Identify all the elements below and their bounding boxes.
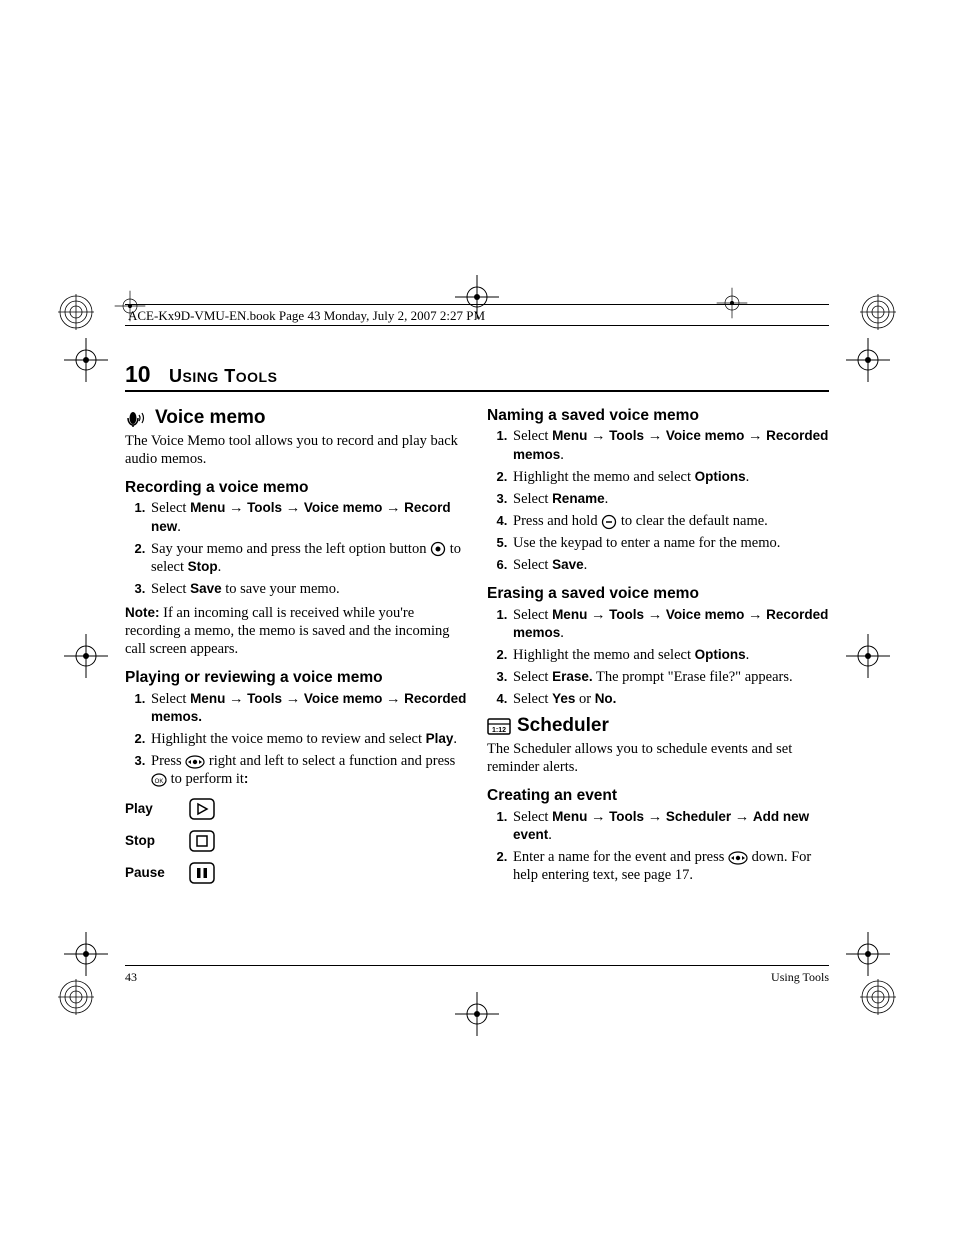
- list-item: Highlight the memo and select Options.: [511, 468, 829, 486]
- list-item: Select Menu → Tools → Voice memo → Recor…: [149, 690, 467, 726]
- creating-event-steps: Select Menu → Tools → Scheduler → Add ne…: [487, 808, 829, 885]
- left-column: Voice memo The Voice Memo tool allows yo…: [125, 400, 467, 894]
- footer-rule: [125, 965, 829, 966]
- list-item: Select Rename.: [511, 490, 829, 508]
- recording-steps: Select Menu → Tools → Voice memo → Recor…: [125, 499, 467, 598]
- pause-icon: [189, 862, 215, 884]
- crosshair-left-lower: [64, 932, 108, 976]
- playing-heading: Playing or reviewing a voice memo: [125, 668, 467, 687]
- svg-text:1:12: 1:12: [492, 727, 506, 734]
- chapter-rule: [125, 390, 829, 392]
- naming-steps: Select Menu → Tools → Voice memo → Recor…: [487, 427, 829, 574]
- scheduler-heading: 1:12 Scheduler: [487, 714, 829, 738]
- list-item: Select Save to save your memo.: [149, 580, 467, 598]
- crosshair-left-mid: [64, 634, 108, 678]
- dot-button-icon: [430, 541, 446, 557]
- crosshair-left-upper: [64, 338, 108, 382]
- list-item: Select Menu → Tools → Scheduler → Add ne…: [511, 808, 829, 844]
- playing-steps: Select Menu → Tools → Voice memo → Recor…: [125, 690, 467, 789]
- erasing-steps: Select Menu → Tools → Voice memo → Recor…: [487, 606, 829, 709]
- svg-text:OK: OK: [155, 779, 164, 785]
- control-play-row: Play: [125, 798, 467, 820]
- crosshair-right-lower: [846, 932, 890, 976]
- reg-corner-br: [860, 979, 896, 1015]
- stop-icon: [189, 830, 215, 852]
- list-item: Select Yes or No.: [511, 690, 829, 708]
- voice-memo-intro: The Voice Memo tool allows you to record…: [125, 432, 467, 468]
- footer-section: Using Tools: [771, 970, 829, 985]
- list-item: Use the keypad to enter a name for the m…: [511, 534, 829, 552]
- list-item: Highlight the voice memo to review and s…: [149, 730, 467, 748]
- reg-corner-bl: [58, 979, 94, 1015]
- list-item: Enter a name for the event and press dow…: [511, 848, 829, 884]
- ok-key-icon: OK: [151, 772, 167, 788]
- microphone-icon: [125, 409, 149, 427]
- nav-key-icon: [728, 851, 748, 865]
- back-key-icon: [601, 514, 617, 530]
- crosshair-top-inner-r: [717, 288, 748, 319]
- naming-heading: Naming a saved voice memo: [487, 406, 829, 425]
- list-item: Select Save.: [511, 556, 829, 574]
- reg-corner-tl: [58, 294, 94, 330]
- calendar-icon: 1:12: [487, 717, 511, 735]
- reg-corner-tr: [860, 294, 896, 330]
- voice-memo-heading: Voice memo: [125, 406, 467, 430]
- crosshair-right-mid: [846, 634, 890, 678]
- chapter-title: USING TOOLS: [169, 366, 277, 386]
- right-column: Naming a saved voice memo Select Menu → …: [487, 400, 829, 894]
- creating-event-heading: Creating an event: [487, 786, 829, 805]
- nav-key-icon: [185, 755, 205, 769]
- crosshair-bottom: [455, 992, 499, 1036]
- play-icon: [189, 798, 215, 820]
- crosshair-right-upper: [846, 338, 890, 382]
- control-pause-row: Pause: [125, 862, 467, 884]
- footer-page-number: 43: [125, 970, 137, 985]
- recording-note: Note: If an incoming call is received wh…: [125, 604, 467, 658]
- erasing-heading: Erasing a saved voice memo: [487, 584, 829, 603]
- list-item: Select Menu → Tools → Voice memo → Recor…: [511, 427, 829, 463]
- control-stop-row: Stop: [125, 830, 467, 852]
- list-item: Press and hold to clear the default name…: [511, 512, 829, 530]
- list-item: Select Menu → Tools → Voice memo → Recor…: [149, 499, 467, 535]
- list-item: Select Menu → Tools → Voice memo → Recor…: [511, 606, 829, 642]
- list-item: Select Erase. The prompt "Erase file?" a…: [511, 668, 829, 686]
- running-header: ACE-Kx9D-VMU-EN.book Page 43 Monday, Jul…: [128, 308, 485, 324]
- scheduler-intro: The Scheduler allows you to schedule eve…: [487, 740, 829, 776]
- recording-heading: Recording a voice memo: [125, 478, 467, 497]
- list-item: Highlight the memo and select Options.: [511, 646, 829, 664]
- list-item: Say your memo and press the left option …: [149, 540, 467, 576]
- header-rule-bottom: [125, 325, 829, 326]
- chapter-heading: 10 USING TOOLS: [125, 361, 277, 388]
- header-rule-top: [125, 304, 829, 305]
- list-item: Press right and left to select a functio…: [149, 752, 467, 788]
- chapter-number: 10: [125, 361, 151, 387]
